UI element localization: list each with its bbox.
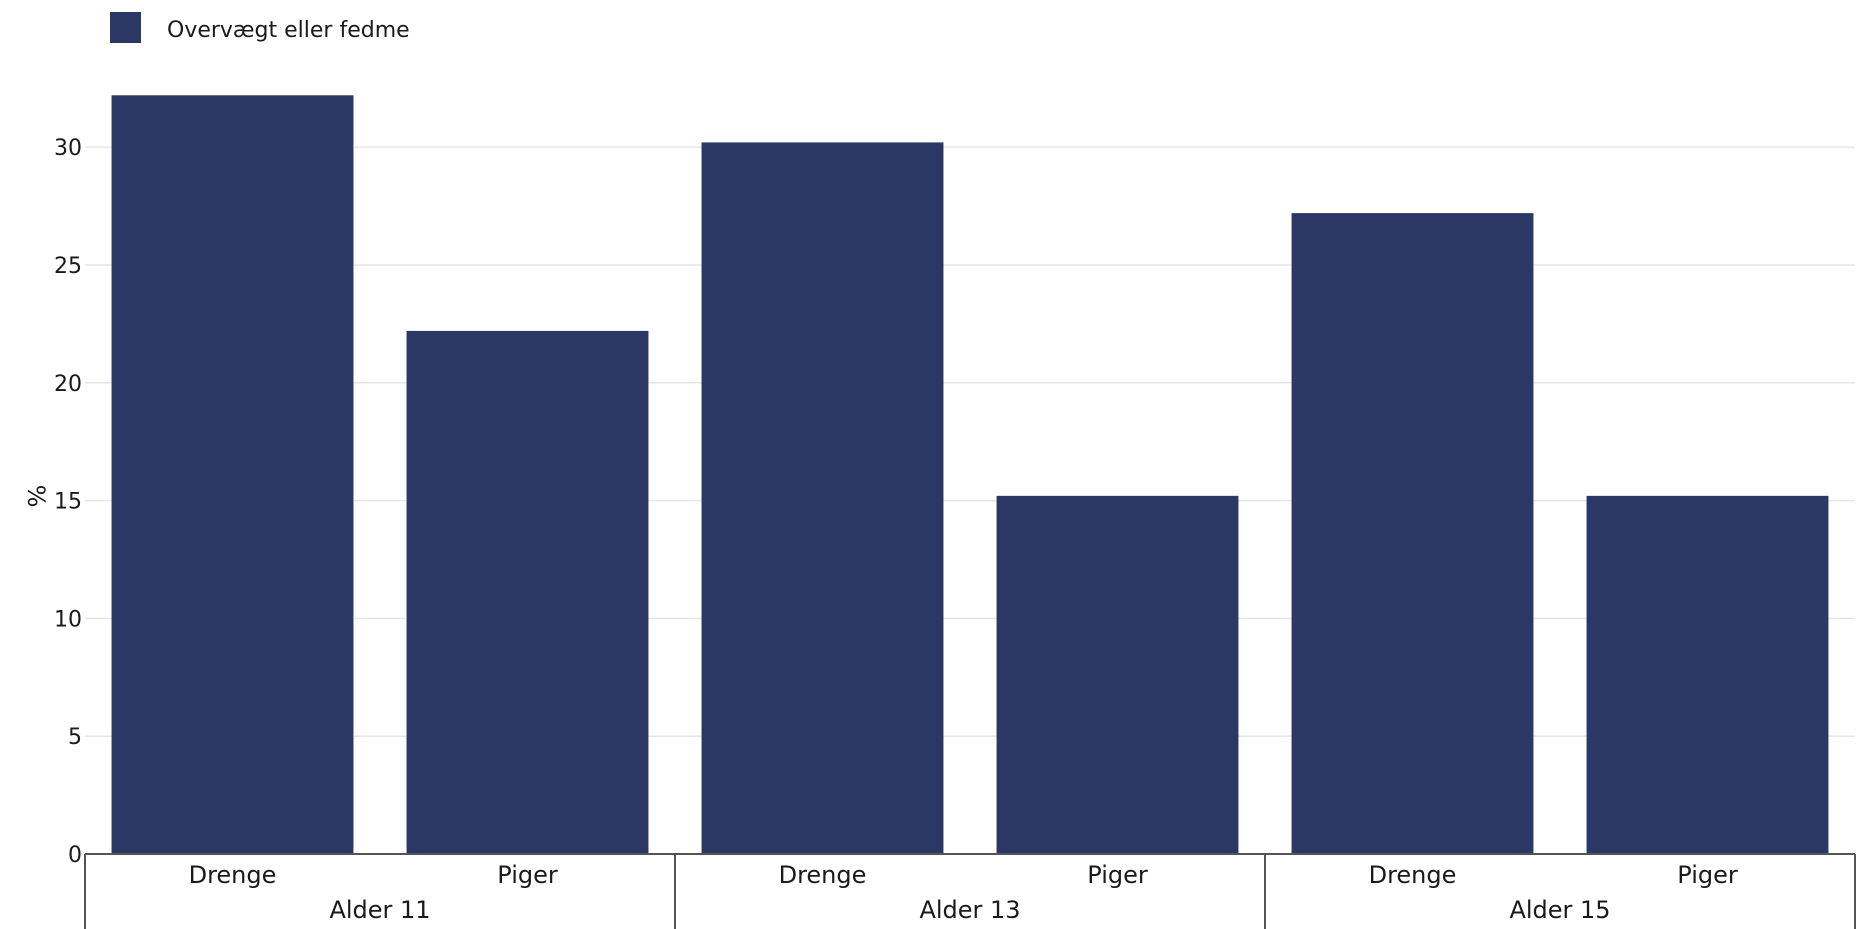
y-tick-label: 20 <box>54 372 82 397</box>
y-tick-label: 5 <box>68 725 82 750</box>
x-axis-group-labels: Alder 11 Alder 13 Alder 15 <box>329 896 1610 924</box>
bars <box>111 95 1829 855</box>
legend-swatch <box>110 12 141 43</box>
bar <box>701 142 944 855</box>
x-category-label: Drenge <box>779 861 867 889</box>
x-axis-category-labels: Drenge Piger Drenge Piger Drenge Piger <box>189 861 1738 889</box>
x-category-label: Piger <box>497 861 558 889</box>
x-category-label: Piger <box>1677 861 1738 889</box>
x-category-label: Drenge <box>1369 861 1457 889</box>
y-tick-label: 0 <box>68 843 82 868</box>
x-group-label: Alder 15 <box>1509 896 1610 924</box>
bar <box>111 95 354 855</box>
y-tick-label: 30 <box>54 136 82 161</box>
legend: Overvægt eller fedme <box>110 12 410 43</box>
x-group-label: Alder 11 <box>329 896 430 924</box>
gridlines <box>85 146 1855 737</box>
x-category-label: Drenge <box>189 861 277 889</box>
x-group-label: Alder 13 <box>919 896 1020 924</box>
x-axis <box>84 853 1856 929</box>
y-axis-title: % <box>22 485 50 508</box>
y-tick-label: 25 <box>54 254 82 279</box>
bar <box>1586 495 1829 854</box>
y-tick-label: 10 <box>54 607 82 632</box>
bar <box>406 330 649 855</box>
bar <box>1291 213 1534 855</box>
bar <box>996 495 1239 854</box>
y-tick-label: 15 <box>54 490 82 515</box>
legend-label: Overvægt eller fedme <box>167 18 410 43</box>
y-axis-ticks: 0 5 10 15 20 25 30 <box>54 136 82 868</box>
x-category-label: Piger <box>1087 861 1148 889</box>
